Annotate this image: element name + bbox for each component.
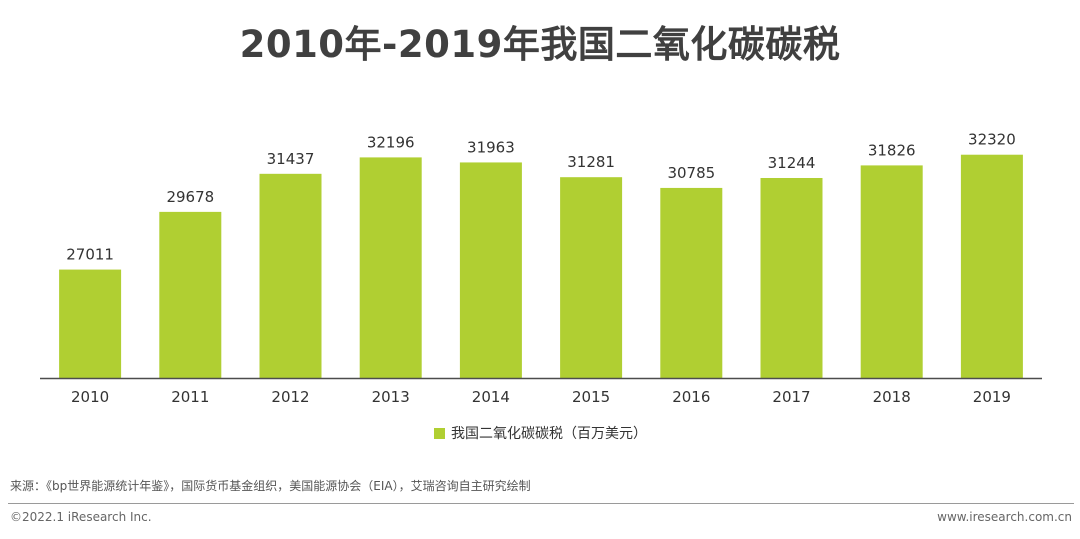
value-label-2018: 31826 bbox=[868, 141, 916, 159]
value-label-2014: 31963 bbox=[467, 138, 515, 156]
value-label-2010: 27011 bbox=[66, 246, 114, 264]
x-tick-labels-group: 2010 2011 2012 2013 2014 2015 2016 2017 2018 2019 bbox=[71, 388, 1011, 406]
legend: 我国二氧化碳碳税（百万美元） bbox=[434, 423, 647, 443]
bar-2011 bbox=[159, 211, 222, 378]
source-note: 来源：《bp世界能源统计年鉴》，国际货币基金组织，美国能源协会（EIA），艾瑞咨… bbox=[10, 479, 531, 493]
bar-2012 bbox=[259, 173, 322, 378]
bar-2018 bbox=[860, 165, 923, 378]
x-tick-label-2015: 2015 bbox=[572, 388, 610, 406]
x-tick-label-2011: 2011 bbox=[171, 388, 209, 406]
x-tick-label-2014: 2014 bbox=[472, 388, 510, 406]
bar-2015 bbox=[560, 177, 623, 378]
bar-2017 bbox=[760, 177, 823, 378]
value-label-2016: 30785 bbox=[667, 164, 715, 182]
value-label-2011: 29678 bbox=[166, 188, 214, 206]
bar-2014 bbox=[459, 162, 522, 378]
value-label-2012: 31437 bbox=[267, 150, 315, 168]
x-tick-label-2012: 2012 bbox=[271, 388, 309, 406]
x-tick-label-2017: 2017 bbox=[772, 388, 810, 406]
bar-2013 bbox=[359, 157, 422, 378]
copyright: ©2022.1 iResearch Inc. bbox=[10, 510, 152, 524]
bars-group bbox=[59, 154, 1023, 378]
x-tick-label-2013: 2013 bbox=[372, 388, 410, 406]
value-label-2019: 32320 bbox=[968, 131, 1016, 149]
bar-chart: 27011 29678 31437 32196 31963 31281 30785 31244… bbox=[40, 131, 1042, 406]
value-label-2015: 31281 bbox=[567, 153, 615, 171]
value-labels-group: 27011 29678 31437 32196 31963 31281 30785 31244… bbox=[66, 131, 1016, 264]
x-tick-label-2018: 2018 bbox=[873, 388, 911, 406]
value-label-2017: 31244 bbox=[768, 154, 816, 172]
website-link[interactable]: www.iresearch.com.cn bbox=[937, 510, 1072, 524]
legend-label: 我国二氧化碳碳税（百万美元） bbox=[451, 426, 647, 442]
x-tick-label-2019: 2019 bbox=[973, 388, 1011, 406]
legend-swatch bbox=[434, 427, 445, 439]
bar-2016 bbox=[660, 187, 723, 378]
x-tick-label-2010: 2010 bbox=[71, 388, 109, 406]
bar-2019 bbox=[960, 154, 1023, 378]
footer-divider bbox=[8, 503, 1074, 504]
chart-title: 2010年-2019年我国二氧化碳碳税 bbox=[239, 23, 841, 66]
bar-2010 bbox=[59, 269, 122, 378]
value-label-2013: 32196 bbox=[367, 133, 415, 151]
x-tick-label-2016: 2016 bbox=[672, 388, 710, 406]
